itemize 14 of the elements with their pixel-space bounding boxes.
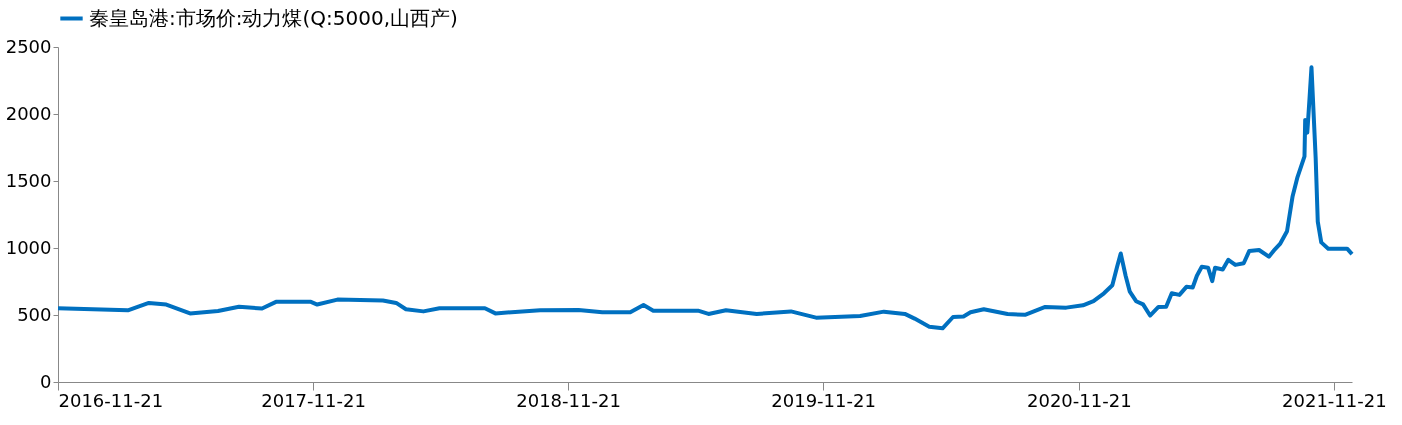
x-tick-label: 2019-11-21: [771, 389, 876, 411]
y-tick-label: 1000: [5, 236, 52, 258]
y-tick-label: 500: [17, 303, 52, 325]
legend-label: 秦皇岛港:市场价:动力煤(Q:5000,山西产): [89, 5, 458, 30]
y-tick-label: 2000: [5, 102, 52, 124]
y-tick-label: 0: [40, 370, 52, 392]
x-tick-label: 2017-11-21: [261, 389, 366, 411]
x-tick-label: 2021-11-21: [1282, 389, 1387, 411]
x-tick-label: 2018-11-21: [516, 389, 621, 411]
x-tick-label: 2016-11-21: [58, 389, 164, 411]
y-tick-label: 2500: [5, 35, 52, 57]
line-series: [56, 65, 1354, 331]
y-tick-label: 1500: [5, 169, 52, 191]
x-tick-label: 2020-11-21: [1027, 389, 1132, 411]
